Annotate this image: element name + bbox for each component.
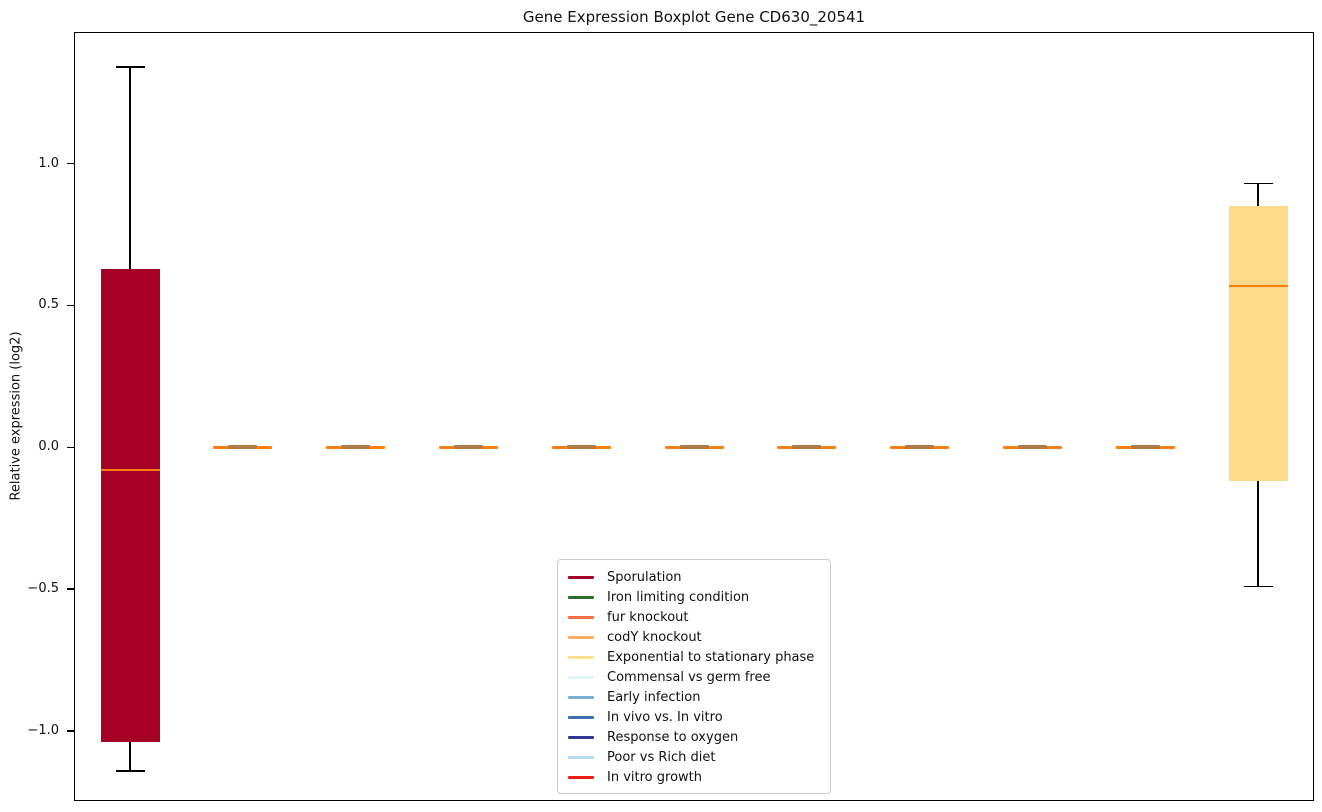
legend-item: codY knockout (568, 627, 820, 647)
boxplot-cap-upper (115, 66, 145, 68)
boxplot-degenerate-caps (1017, 445, 1047, 450)
legend-item: In vitro growth (568, 767, 820, 787)
boxplot-degenerate-caps (1130, 445, 1160, 450)
boxplot-degenerate-caps (566, 445, 596, 450)
boxplot-whisker-upper (1257, 183, 1259, 207)
boxplot-cap-upper (1243, 182, 1273, 185)
boxplot-median (1228, 284, 1288, 287)
boxplot-box (1228, 206, 1288, 482)
y-tick-label: 1.0 (38, 155, 59, 171)
boxplot-whisker-lower (1257, 481, 1259, 587)
legend-item: Response to oxygen (568, 727, 820, 747)
legend-label: In vivo vs. In vitro (607, 709, 723, 725)
legend-swatch (568, 755, 594, 759)
boxplot-degenerate-caps (792, 445, 822, 450)
boxplot-whisker-upper (129, 67, 131, 269)
boxplot-degenerate-caps (341, 445, 371, 450)
legend-label: Iron limiting condition (607, 589, 750, 605)
legend-item: fur knockout (568, 607, 820, 627)
boxplot-degenerate-caps (679, 445, 709, 450)
legend-label: Commensal vs germ free (607, 669, 771, 685)
boxplot-degenerate-caps (453, 445, 483, 450)
boxplot-cap-lower (1243, 585, 1273, 588)
legend-swatch (568, 655, 594, 659)
legend-swatch (568, 635, 594, 639)
legend-label: fur knockout (607, 609, 689, 625)
legend-swatch (568, 735, 594, 739)
y-tick-label: 0.5 (38, 297, 59, 313)
boxplot-median (100, 468, 160, 471)
legend-label: Early infection (607, 689, 701, 705)
legend-swatch (568, 715, 594, 719)
boxplot-degenerate-caps (905, 445, 935, 450)
legend: Sporulation Iron limiting condition fur kn… (557, 559, 831, 794)
y-axis-label: Relative expression (log2) (8, 331, 24, 501)
y-tick-mark (66, 730, 74, 732)
y-tick-label: −1.0 (27, 723, 59, 739)
chart-title: Gene Expression Boxplot Gene CD630_20541 (522, 8, 866, 26)
y-tick-mark (66, 588, 74, 590)
y-tick-label: −0.5 (27, 581, 59, 597)
y-tick-mark (66, 304, 74, 307)
legend-item: In vivo vs. In vitro (568, 707, 820, 727)
legend-label: In vitro growth (607, 769, 702, 785)
legend-swatch (568, 595, 594, 599)
y-tick-label: 0.0 (38, 439, 59, 455)
legend-item: Exponential to stationary phase (568, 647, 820, 667)
legend-label: Response to oxygen (607, 729, 739, 745)
legend-label: Poor vs Rich diet (607, 749, 716, 765)
legend-item: Poor vs Rich diet (568, 747, 820, 767)
legend-item: Sporulation (568, 567, 820, 587)
legend-swatch (568, 695, 594, 699)
legend-item: Iron limiting condition (568, 587, 820, 607)
boxplot-degenerate-caps (228, 445, 258, 450)
y-tick-mark (66, 446, 74, 449)
boxplot-box (100, 268, 160, 743)
legend-label: Sporulation (607, 569, 682, 585)
legend-swatch (568, 675, 594, 679)
boxplot-whisker-lower (129, 742, 131, 771)
plot-area: 1.0 0.5 0.0 −0.5 −1.0 (27, 32, 1314, 801)
y-tick-mark (66, 162, 74, 165)
legend-swatch (568, 615, 594, 619)
legend-swatch (568, 575, 594, 579)
boxplot-cap-lower (115, 770, 145, 772)
legend-label: Exponential to stationary phase (607, 649, 815, 665)
legend-item: Early infection (568, 687, 820, 707)
legend-label: codY knockout (607, 629, 702, 645)
legend-item: Commensal vs germ free (568, 667, 820, 687)
legend-swatch (568, 775, 594, 779)
